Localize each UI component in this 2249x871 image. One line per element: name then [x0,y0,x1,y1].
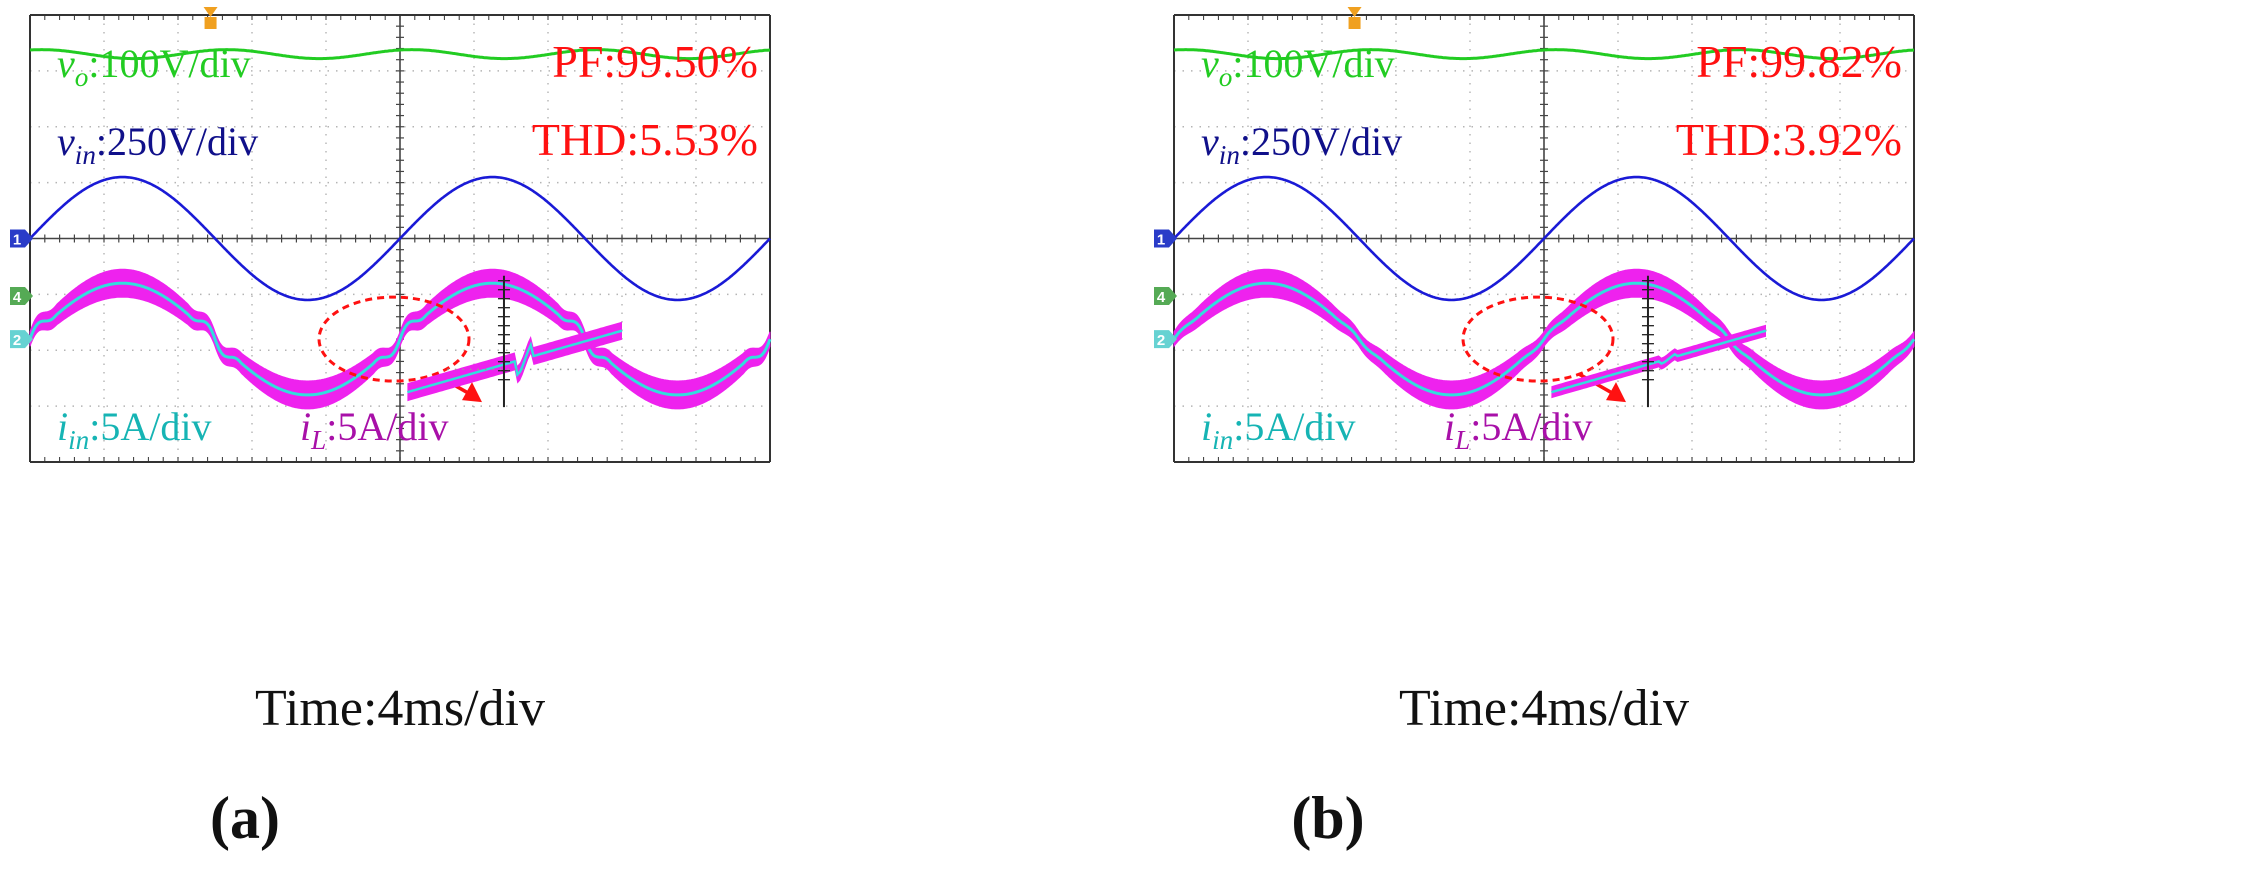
label-vin: vin:250V/div [57,119,258,170]
label-vin-symbol: v [1201,119,1219,164]
label-iin-symbol: i [57,404,68,449]
panel-caption: (b) [1291,785,1364,851]
label-iin-scale: :5A/div [1233,404,1355,449]
trace-vin [29,175,771,302]
channel-marker-shape-icon [1154,229,1177,248]
panel-caption: (a) [210,785,280,851]
channel-marker-2: 2 [10,330,33,349]
channel-marker-number: 2 [13,332,21,349]
channel-marker-number: 4 [13,289,22,306]
trace-iin [1172,281,1916,397]
channel-marker-shape-icon [10,287,33,306]
channel-marker-2: 2 [1154,330,1177,349]
trace-iin [28,281,772,397]
label-vin-subscript: in [1219,140,1240,170]
zoom-highlight-ellipse [1461,295,1615,383]
inset-iin-trace [407,329,623,394]
channel-marker-number: 1 [1157,232,1165,249]
thd-annotation: THD:5.53% [532,114,758,165]
zoom-arrow-head-icon [1606,382,1626,403]
pf-annotation: PF:99.50% [552,36,758,87]
pf-annotation: PF:99.82% [1696,36,1902,87]
label-vo-scale: :100V/div [88,41,250,86]
label-il: iL:5A/div [300,404,448,455]
channel-marker-number: 1 [13,232,21,249]
label-vo-subscript: o [1219,62,1233,92]
label-vo-scale: :100V/div [1232,41,1394,86]
time-axis-label: Time:4ms/div [255,680,545,737]
channel-marker-shape-icon [10,330,33,349]
trace-vo [1173,48,1915,61]
channel-marker-number: 4 [1157,289,1166,306]
label-il-subscript: L [310,425,326,455]
label-iin-symbol: i [1201,404,1212,449]
label-vo: vo:100V/div [1201,41,1395,92]
label-vo: vo:100V/div [57,41,251,92]
label-il-symbol: i [300,404,311,449]
trigger-marker-icon [203,7,218,17]
thd-annotation: THD:3.92% [1676,114,1902,165]
label-il: iL:5A/div [1444,404,1592,455]
channel-marker-shape-icon [10,229,33,248]
channel-marker-shape-icon [1154,330,1177,349]
trigger-position-icon [1348,17,1361,29]
trigger-position-icon [204,17,217,29]
time-axis-label: Time:4ms/div [1399,680,1689,737]
label-vo-symbol: v [57,41,75,86]
label-iin-scale: :5A/div [89,404,211,449]
label-iin: iin:5A/div [1201,404,1356,455]
trace-vo [29,48,771,61]
label-vo-subscript: o [75,62,89,92]
label-il-scale: :5A/div [326,404,448,449]
label-vo-symbol: v [1201,41,1219,86]
label-vin-scale: :250V/div [96,119,258,164]
zoom-arrow-head-icon [462,382,482,403]
trace-vin [1173,175,1915,302]
label-vin-symbol: v [57,119,75,164]
channel-marker-1: 1 [1154,229,1177,249]
label-il-scale: :5A/div [1470,404,1592,449]
label-iin: iin:5A/div [57,404,212,455]
label-vin-scale: :250V/div [1240,119,1402,164]
label-iin-subscript: in [1212,425,1233,455]
label-vin-subscript: in [75,140,96,170]
zoom-highlight-ellipse [317,295,471,383]
channel-marker-4: 4 [10,287,33,306]
channel-marker-number: 2 [1157,332,1165,349]
label-il-subscript: L [1454,425,1470,455]
channel-marker-shape-icon [1154,287,1177,306]
label-iin-subscript: in [68,425,89,455]
label-vin: vin:250V/div [1201,119,1402,170]
channel-marker-4: 4 [1154,287,1177,306]
trigger-marker-icon [1347,7,1362,17]
inset-iin-trace [1551,329,1767,394]
label-il-symbol: i [1444,404,1455,449]
channel-marker-1: 1 [10,229,33,249]
